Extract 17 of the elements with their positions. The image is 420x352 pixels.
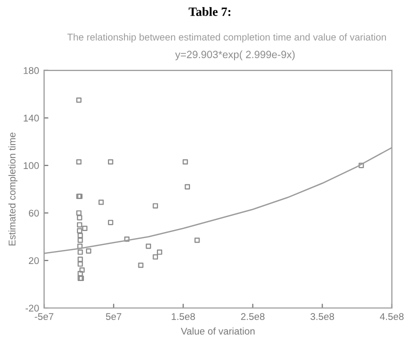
y-axis-title: Estimated completion time — [8, 132, 18, 246]
x-tick-label: 3.5e8 — [310, 313, 334, 320]
y-tick-label: -20 — [26, 304, 39, 312]
x-tick-label: 1.5e8 — [172, 313, 195, 320]
chart-subtitle: The relationship between estimated completion time and value of variation — [67, 33, 386, 42]
x-tick-label: 4.5e8 — [380, 313, 404, 320]
x-tick-label: -5e7 — [34, 313, 54, 320]
y-tick-label: 60 — [28, 210, 39, 217]
y-tick-label: 20 — [28, 257, 39, 264]
y-tick-label: 100 — [24, 162, 39, 170]
text: y=29.903*exp( 2.999e-9x) — [175, 50, 295, 60]
chart-title: Table 7: — [188, 7, 230, 16]
y-tick-label: 140 — [24, 114, 39, 122]
x-tick-label: 2.5e8 — [241, 313, 264, 320]
x-tick-label: 5e7 — [106, 313, 122, 320]
y-tick-label: 180 — [24, 67, 39, 74]
x-axis-title: Value of variation — [180, 327, 255, 335]
